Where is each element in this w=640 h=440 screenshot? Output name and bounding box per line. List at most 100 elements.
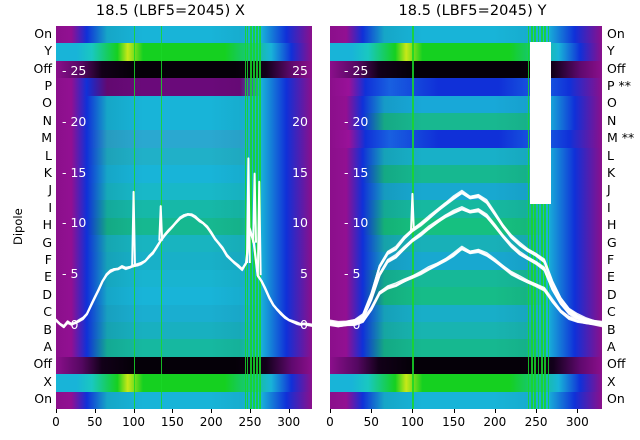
panel-x-tickmark-0 [56, 409, 57, 413]
panel-y-tickmark-4 [494, 409, 496, 413]
y-label-left-14: E [44, 269, 52, 285]
curve-spike-2 [245, 157, 251, 264]
heatmap-streak-1 [527, 26, 530, 409]
panel-y-ticklabel-0: 0 [326, 415, 334, 429]
panel-y-tickmark-0 [330, 409, 331, 413]
curve-beam-position-y-mid-trace-2 [330, 208, 602, 327]
panel-x-inner-tick-right-0: 25 [292, 63, 308, 78]
panel-y-tickmark-6 [577, 409, 579, 413]
panel-y-plot-area[interactable]: - 25 - 20 - 15 - 10 - 5 - 0 [330, 26, 602, 409]
panel-y-tickmark-3 [453, 409, 455, 413]
heatmap-streak-2 [244, 26, 247, 409]
heatmap-streak-5 [541, 26, 543, 409]
panel-y-inner-tick-left-5: - 0 [344, 317, 361, 332]
panel-x-tickmark-2 [133, 409, 135, 413]
y-label-right-16: C [607, 304, 616, 320]
panel-x-tickmark-1 [94, 409, 96, 413]
heatmap-streak-6 [544, 26, 546, 409]
panel-x-ticklabel-2: 100 [122, 415, 146, 429]
y-label-left-15: D [42, 286, 52, 302]
panel-x-inner-tick-right-3: 10 [292, 215, 308, 231]
panel-y-inner-tick-left-3: - 10 [344, 215, 369, 231]
curve-spike-0 [131, 190, 136, 267]
panel-x-plot-area[interactable]: - 25 - 20 - 15 - 10 - 5 - 0 25 20 15 10 5 0 [56, 26, 312, 409]
y-label-left-12: G [42, 234, 52, 250]
panel-x-tickmark-5 [249, 409, 251, 413]
y-label-right-10: I [607, 199, 611, 215]
panel-x-ticklabel-1: 50 [87, 415, 103, 429]
panel-x-tickmark-3 [172, 409, 174, 413]
y-label-right-4: O [607, 95, 617, 111]
y-label-left-6: M [41, 130, 52, 146]
heatmap-row-A-18 [330, 339, 602, 358]
y-label-left-4: O [42, 95, 52, 111]
curve-beam-position-y-lower-trace-1 [330, 247, 602, 327]
y-label-right-12: G [607, 234, 617, 250]
panel-y-tickmark-2 [412, 409, 414, 413]
panel-x-beam-curve [56, 157, 312, 329]
y-label-right-13: F [607, 252, 615, 268]
heatmap-row-X-20 [330, 374, 602, 393]
heatmap-row-On-0 [330, 26, 602, 44]
panel-y-inner-tick-left-2: - 15 [344, 164, 369, 180]
heatmap-streak-2 [531, 26, 533, 409]
panel-x-inner-tick-left-2: - 15 [62, 164, 87, 180]
panel-x-ticklabel-0: 0 [52, 415, 60, 429]
panel-x-ticklabel-5: 250 [238, 415, 262, 429]
curve-beam-position-y-upper-trace-3 [330, 189, 602, 323]
y-label-left-13: F [44, 252, 52, 268]
heatmap-row-B-17 [330, 321, 602, 340]
panel-x-tickmark-4 [211, 409, 213, 413]
curve-spike-4 [256, 180, 262, 276]
panel-y-inner-tick-left-4: - 5 [344, 266, 361, 282]
y-label-right-11: H [607, 217, 617, 233]
y-label-left-5: N [42, 112, 52, 128]
y-label-left-11: H [42, 217, 52, 233]
y-label-left-17: B [43, 321, 52, 337]
panel-y-ticklabel-6: 300 [565, 415, 589, 429]
y-label-left-7: L [45, 147, 52, 163]
heatmap-streak-6 [256, 26, 258, 409]
heatmap-streak-7 [547, 26, 550, 409]
curve-beam-position-x-trace-2 [56, 214, 312, 329]
panel-x-inner-tick-left-1: - 20 [62, 113, 87, 129]
panel-x-inner-tick-left-5: - 0 [62, 317, 79, 332]
panel-x-inner-tick-right-1: 20 [292, 113, 308, 129]
panel-x-tickmark-6 [288, 409, 290, 413]
panel-y-inner-tick-left-1: - 20 [344, 113, 369, 129]
panel-x-inner-tick-right-5: 0 [300, 317, 308, 332]
y-label-right-20: X [607, 373, 616, 389]
panel-x-ticklabel-4: 200 [199, 415, 223, 429]
panel-x-inner-tick-left-0: - 25 [62, 63, 87, 78]
y-label-right-21: On [607, 391, 625, 407]
curve-beam-position-x-trace-0 [56, 213, 312, 329]
y-label-left-8: K [43, 164, 52, 180]
y-label-left-10: I [48, 199, 52, 215]
y-label-right-6: M ** [607, 130, 635, 146]
y-label-left-20: X [43, 373, 52, 389]
y-label-right-3: P ** [607, 77, 632, 93]
panel-y-inner-tick-left-0: - 25 [344, 63, 369, 78]
y-label-left-0: On [34, 25, 52, 41]
panel-y-heatmap [330, 26, 602, 409]
y-label-left-1: Y [44, 43, 52, 59]
curve-spike-0 [410, 192, 415, 231]
heatmap-streak-3 [534, 26, 536, 409]
heatmap-row-Off-19 [330, 356, 602, 375]
y-label-left-9: J [48, 182, 52, 198]
curve-spike-1 [158, 205, 164, 241]
panel-y-ticklabel-1: 50 [363, 415, 379, 429]
y-label-right-8: K [607, 164, 616, 180]
y-label-right-18: A [607, 339, 616, 355]
heatmap-streak-4 [249, 26, 252, 409]
y-label-left-16: C [43, 304, 52, 320]
y-label-right-15: D [607, 286, 617, 302]
panel-x-ticklabel-3: 150 [160, 415, 184, 429]
curve-beam-position-y-lower-trace-2 [330, 248, 602, 328]
heatmap-row-C-16 [330, 304, 602, 323]
panel-x-inner-tick-left-4: - 5 [62, 266, 79, 282]
panel-y-ticklabel-2: 100 [400, 415, 424, 429]
y-label-left-21: On [34, 391, 52, 407]
y-label-right-7: L [607, 147, 614, 163]
